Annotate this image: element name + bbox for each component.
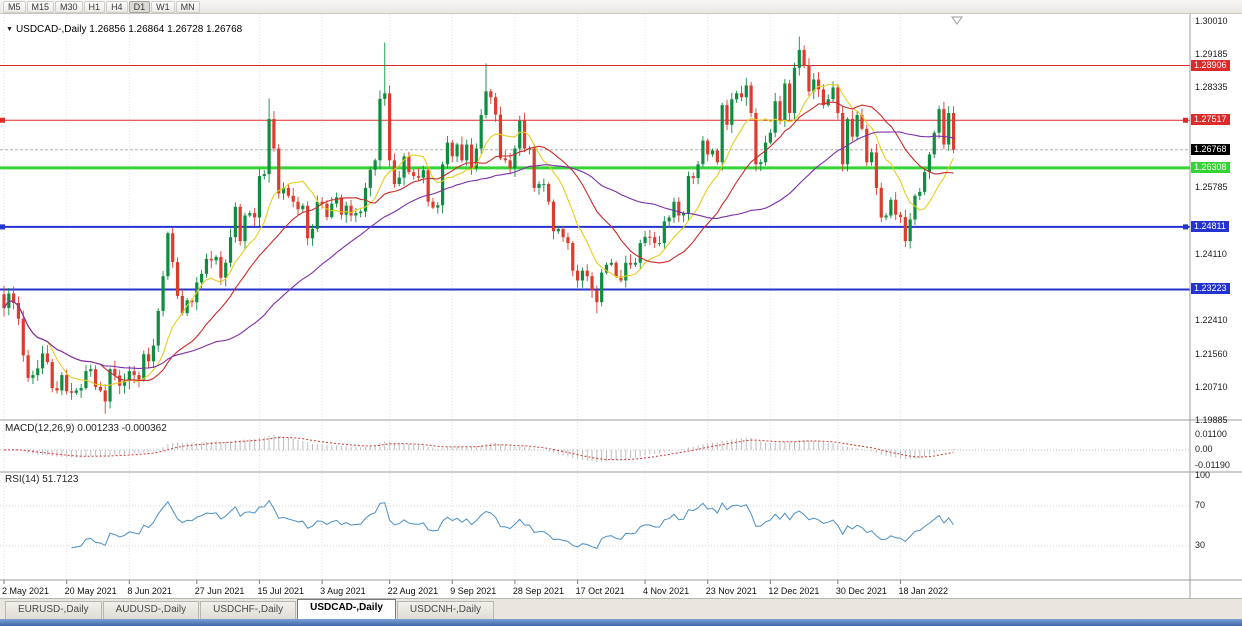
macd-indicator-label: MACD(12,26,9) 0.001233 -0.000362 — [5, 423, 167, 434]
level-endpoint[interactable] — [1183, 224, 1188, 230]
rsi-line — [71, 499, 954, 550]
timeframe-button-m15[interactable]: M15 — [26, 0, 55, 13]
rsi-indicator-label: RSI(14) 51.7123 — [5, 474, 79, 485]
timeframe-button-h4[interactable]: H4 — [106, 0, 128, 13]
timeframe-button-mn[interactable]: MN — [175, 0, 200, 13]
chart-canvas[interactable] — [0, 14, 1242, 598]
timeframe-button-m5[interactable]: M5 — [3, 0, 26, 13]
chart-title-text: USDCAD-,Daily 1.26856 1.26864 1.26728 1.… — [15, 24, 243, 35]
timeframe-toolbar: M5 M15 M30 H1 H4 D1 W1 MN — [0, 0, 1242, 14]
chart-shift-marker-icon[interactable] — [951, 16, 963, 25]
level-endpoint[interactable] — [1183, 117, 1188, 123]
chart-tab-usdcnh[interactable]: USDCNH-,Daily — [396, 601, 495, 619]
level-endpoint[interactable] — [0, 117, 5, 123]
timeframe-button-m30[interactable]: M30 — [55, 0, 83, 13]
horizontal-scrollbar[interactable] — [0, 619, 1242, 626]
macd-signal-line — [3, 436, 954, 461]
chart-tab-bar: EURUSD-,Daily AUDUSD-,Daily USDCHF-,Daily U… — [0, 598, 1242, 619]
chart-dropdown-icon[interactable]: ▼ — [6, 26, 13, 33]
timeframe-button-w1[interactable]: W1 — [151, 0, 175, 13]
chart-tab-usdchf[interactable]: USDCHF-,Daily — [200, 601, 297, 619]
macd-histogram — [8, 435, 955, 462]
chart-title: ▼ USDCAD-,Daily 1.26856 1.26864 1.26728 1… — [6, 24, 242, 35]
timeframe-button-h1[interactable]: H1 — [83, 0, 106, 13]
chart-window: ▼ USDCAD-,Daily 1.26856 1.26864 1.26728 1… — [0, 14, 1242, 598]
chart-tab-eurusd[interactable]: EURUSD-,Daily — [5, 601, 102, 619]
ma-line-medium — [3, 101, 954, 381]
level-endpoint[interactable] — [0, 224, 5, 230]
chart-tab-usdcad[interactable]: USDCAD-,Daily — [297, 599, 396, 619]
timeframe-button-d1[interactable]: D1 — [128, 0, 151, 13]
timeframe-button-group: M5 M15 M30 H1 H4 D1 W1 MN — [3, 0, 201, 13]
ma-line-slow — [3, 131, 954, 370]
candles-layer — [2, 36, 956, 414]
ma-line-fast — [3, 83, 954, 387]
chart-tab-audusd[interactable]: AUDUSD-,Daily — [102, 601, 200, 619]
